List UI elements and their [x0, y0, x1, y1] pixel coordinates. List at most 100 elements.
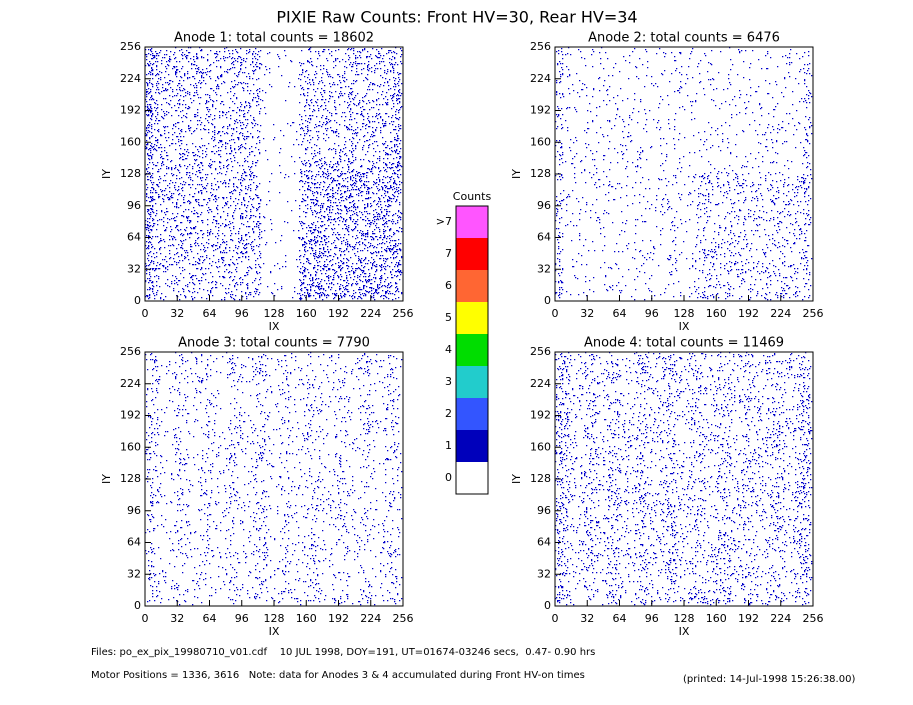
- y-tick-label: 192: [120, 104, 141, 117]
- x-tick-label: 192: [328, 307, 349, 320]
- x-tick-label: 160: [706, 612, 727, 625]
- x-tick-label: 128: [264, 307, 285, 320]
- colorbar-cell: [456, 334, 488, 366]
- footer-printed: (printed: 14-Jul-1998 15:26:38.00): [683, 674, 855, 685]
- x-tick-label: 224: [770, 612, 791, 625]
- y-tick-label: 192: [530, 104, 551, 117]
- x-tick-label: 64: [203, 307, 217, 320]
- y-tick-label: 128: [120, 167, 141, 180]
- x-tick-label: 0: [142, 307, 149, 320]
- y-tick-label: 96: [127, 199, 141, 212]
- footer-motor: Motor Positions = 1336, 3616 Note: data …: [91, 670, 585, 681]
- x-axis-label: IX: [269, 320, 280, 333]
- colorbar-label: 2: [445, 407, 452, 420]
- y-tick-label: 256: [530, 40, 551, 53]
- y-tick-label: 128: [530, 167, 551, 180]
- page-title: PIXIE Raw Counts: Front HV=30, Rear HV=3…: [276, 8, 637, 27]
- y-tick-label: 256: [120, 345, 141, 358]
- y-tick-label: 192: [530, 409, 551, 422]
- panel-title: Anode 4: total counts = 11469: [584, 336, 784, 351]
- x-axis-label: IX: [679, 625, 690, 638]
- x-tick-label: 64: [613, 307, 627, 320]
- x-tick-label: 0: [142, 612, 149, 625]
- x-tick-label: 64: [203, 612, 217, 625]
- x-tick-label: 128: [264, 612, 285, 625]
- panel-title: Anode 2: total counts = 6476: [588, 31, 780, 46]
- x-tick-label: 32: [170, 307, 184, 320]
- colorbar-label: 0: [445, 471, 452, 484]
- panel-title: Anode 3: total counts = 7790: [178, 336, 370, 351]
- colorbar-label: 3: [445, 375, 452, 388]
- y-tick-label: 192: [120, 409, 141, 422]
- colorbar-label: 6: [445, 279, 452, 292]
- y-axis-label: IY: [510, 169, 523, 179]
- x-tick-label: 64: [613, 612, 627, 625]
- y-tick-label: 96: [127, 504, 141, 517]
- y-tick-label: 64: [127, 536, 141, 549]
- y-tick-label: 64: [127, 231, 141, 244]
- x-tick-label: 0: [552, 307, 559, 320]
- x-tick-label: 32: [580, 307, 594, 320]
- x-tick-label: 32: [580, 612, 594, 625]
- y-axis-label: IY: [510, 474, 523, 484]
- x-tick-label: 96: [235, 612, 249, 625]
- colorbar-cell: [456, 238, 488, 270]
- x-tick-label: 256: [393, 612, 414, 625]
- colorbar-cell: [456, 462, 488, 494]
- x-tick-label: 256: [393, 307, 414, 320]
- y-tick-label: 32: [537, 262, 551, 275]
- x-tick-label: 224: [770, 307, 791, 320]
- x-tick-label: 224: [360, 612, 381, 625]
- colorbar-title: Counts: [453, 190, 492, 203]
- colorbar-cell: [456, 302, 488, 334]
- x-tick-label: 192: [738, 307, 759, 320]
- y-tick-label: 160: [530, 440, 551, 453]
- x-tick-label: 128: [674, 612, 695, 625]
- y-tick-label: 160: [120, 135, 141, 148]
- footer-files: Files: po_ex_pix_19980710_v01.cdf 10 JUL…: [91, 647, 595, 658]
- colorbar-cell: [456, 430, 488, 462]
- colorbar-label: 7: [445, 247, 452, 260]
- colorbar-label: 4: [445, 343, 452, 356]
- x-tick-label: 256: [803, 307, 824, 320]
- y-tick-label: 224: [530, 377, 551, 390]
- y-tick-label: 64: [537, 536, 551, 549]
- y-tick-label: 256: [120, 40, 141, 53]
- y-tick-label: 0: [544, 599, 551, 612]
- colorbar-cell: [456, 366, 488, 398]
- y-tick-label: 128: [530, 472, 551, 485]
- y-tick-label: 64: [537, 231, 551, 244]
- colorbar-cell: [456, 270, 488, 302]
- x-tick-label: 256: [803, 612, 824, 625]
- y-tick-label: 160: [120, 440, 141, 453]
- y-tick-label: 224: [530, 72, 551, 85]
- y-axis-label: IY: [100, 169, 113, 179]
- x-tick-label: 128: [674, 307, 695, 320]
- y-tick-label: 0: [134, 294, 141, 307]
- y-tick-label: 0: [134, 599, 141, 612]
- x-tick-label: 224: [360, 307, 381, 320]
- colorbar-label: 5: [445, 311, 452, 324]
- x-tick-label: 192: [328, 612, 349, 625]
- y-tick-label: 0: [544, 294, 551, 307]
- x-tick-label: 160: [706, 307, 727, 320]
- y-tick-label: 128: [120, 472, 141, 485]
- panel-title: Anode 1: total counts = 18602: [174, 31, 374, 46]
- y-tick-label: 224: [120, 377, 141, 390]
- x-axis-label: IX: [679, 320, 690, 333]
- x-tick-label: 96: [645, 307, 659, 320]
- y-tick-label: 160: [530, 135, 551, 148]
- y-tick-label: 32: [537, 567, 551, 580]
- x-tick-label: 96: [235, 307, 249, 320]
- y-tick-label: 32: [127, 567, 141, 580]
- colorbar-frame: [455, 205, 489, 495]
- colorbar-label: 1: [445, 439, 452, 452]
- x-axis-label: IX: [269, 625, 280, 638]
- x-tick-label: 192: [738, 612, 759, 625]
- colorbar-label: >7: [436, 215, 452, 228]
- colorbar-cell: [456, 206, 488, 238]
- x-tick-label: 160: [296, 612, 317, 625]
- x-tick-label: 160: [296, 307, 317, 320]
- x-tick-label: 96: [645, 612, 659, 625]
